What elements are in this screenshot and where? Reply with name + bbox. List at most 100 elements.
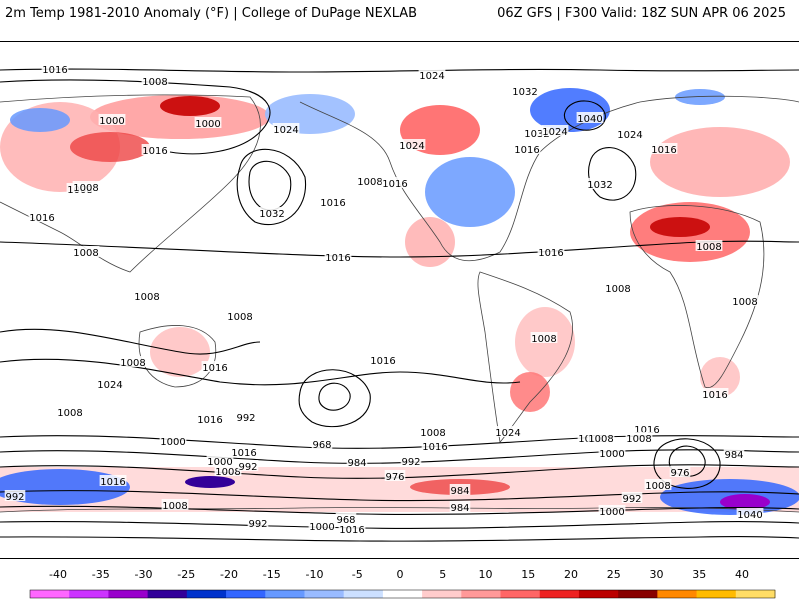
warm-anomaly-siberia-core: [160, 96, 220, 116]
isobar-label: 976: [385, 472, 404, 483]
coast-north-america: [299, 101, 641, 261]
isobar-labels: 1016100810241032100010001008101610241024…: [4, 63, 764, 536]
isobar: [0, 449, 799, 464]
isobar-label-bg: [338, 523, 366, 534]
colorbar-segment: [69, 590, 109, 598]
isobar-label: 1024: [495, 428, 520, 439]
isobar-label: 1024: [399, 141, 424, 152]
colorbar-segment: [304, 590, 345, 598]
isobar: [0, 79, 271, 155]
isobar: [588, 147, 637, 201]
isobar: [0, 328, 261, 355]
isobar-label: 1008: [626, 434, 651, 445]
isobar-label-bg: [99, 475, 127, 486]
isobar-label-bg: [598, 447, 626, 458]
colorbar: -40 -35 -30 -25 -20 -15 -10 -5 0 5 10 15 20 25 30 35 40: [0, 568, 800, 600]
isobar-label: 1016: [422, 442, 447, 453]
isobar-label-bg: [421, 440, 449, 451]
isobar-label: 1016: [325, 253, 350, 264]
isobar-label-bg: [669, 466, 691, 477]
isobar-label-bg: [731, 295, 759, 306]
colorbar-segment: [696, 590, 737, 598]
isobar-label: 1008: [531, 334, 556, 345]
isobar-label-bg: [237, 460, 259, 471]
cold-anomaly-us: [425, 157, 515, 227]
colorbar-outline: [29, 589, 776, 599]
warm-anomaly-sahara-core: [650, 217, 710, 237]
isobar-label: 1016: [320, 198, 345, 209]
isobar-label: 1016: [370, 356, 395, 367]
anomaly-shading: [0, 88, 799, 515]
cold-anomaly-antarctic-west: [0, 469, 130, 505]
coast-africa: [629, 205, 765, 389]
isobar-label: 1008: [605, 284, 630, 295]
isobar-label-bg: [541, 125, 569, 136]
isobar: [236, 148, 307, 226]
colorbar-segment: [382, 590, 423, 598]
isobar-label-bg: [4, 490, 26, 501]
isobar-label: 1000: [160, 437, 185, 448]
isobar-label-bg: [625, 432, 653, 443]
isobar-label-bg: [736, 508, 764, 519]
isobar-label-bg: [449, 501, 471, 512]
isobar-label: 1016: [339, 525, 364, 536]
isobar-label-bg: [133, 290, 161, 301]
warm-anomaly-argentina: [510, 372, 550, 412]
isobar-label: 1000: [599, 449, 624, 460]
colorbar-tick-label: 25: [606, 568, 621, 581]
isobar-label-bg: [324, 251, 352, 262]
colorbar-segment: [108, 590, 149, 598]
isobar-label: 984: [450, 486, 469, 497]
isobar-label-bg: [587, 432, 615, 443]
model-run-info: 06Z GFS | F300 Valid: 18Z SUN APR 06 202…: [497, 6, 786, 21]
isobar-label-bg: [308, 520, 336, 531]
colorbar-segment: [265, 590, 305, 598]
isobar-label: 1008: [142, 77, 167, 88]
coast-eurasia: [0, 94, 799, 273]
isobar-label-bg: [530, 332, 558, 343]
colorbar-segment: [461, 590, 502, 598]
isobar-label-bg: [598, 505, 626, 516]
colorbar-segment: [186, 590, 227, 598]
isobar: [563, 100, 606, 131]
isobar-label: 1008: [73, 183, 98, 194]
isobar-label-bg: [604, 282, 632, 293]
colorbar-tick-label: -35: [91, 568, 110, 581]
colorbar-segment: [226, 590, 266, 598]
isobar-label-bg: [311, 438, 333, 449]
isobar-label: 1016: [202, 363, 227, 374]
isobar-label-bg: [72, 181, 100, 192]
isobar-label: 992: [238, 462, 257, 473]
isobar-label: 1008: [732, 297, 757, 308]
colorbar-tick-label: 15: [521, 568, 536, 581]
isobar-label-bg: [650, 143, 678, 154]
colorbar-segment: [30, 590, 70, 598]
colorbar-tick-label: 5: [439, 568, 447, 581]
map-canvas: 1016100810241032100010001008101610241024…: [0, 63, 799, 542]
isobar: [653, 438, 721, 489]
isobar-label-bg: [695, 240, 723, 251]
isobar-label: 1024: [419, 71, 444, 82]
colorbar-tick-label: -30: [134, 568, 153, 581]
isobar-label: 1032: [524, 129, 549, 140]
isobar: [0, 536, 799, 542]
isobar-label-bg: [621, 492, 643, 503]
colorbar-tick-label: 20: [564, 568, 578, 581]
isobar-label-bg: [201, 361, 229, 372]
isobar-label: 1008: [696, 242, 721, 253]
isobar-label-bg: [159, 435, 187, 446]
colorbar-segment: [422, 590, 462, 598]
isobar-label: 992: [5, 492, 24, 503]
colorbar-tick-label: 30: [649, 568, 664, 581]
isobar-label-bg: [258, 207, 286, 218]
isobar-label: 1016: [231, 448, 256, 459]
isobar-label: 968: [312, 440, 331, 451]
warm-anomaly-europe-east: [650, 127, 790, 197]
isobar-label: 992: [622, 494, 641, 505]
isobar: [318, 382, 351, 411]
isobar-label-bg: [72, 246, 100, 257]
isobar-label: 1008: [73, 248, 98, 259]
isobar-label-bg: [356, 175, 384, 186]
warm-anomaly-siberia: [90, 95, 270, 139]
isobar-label: 1016: [100, 477, 125, 488]
